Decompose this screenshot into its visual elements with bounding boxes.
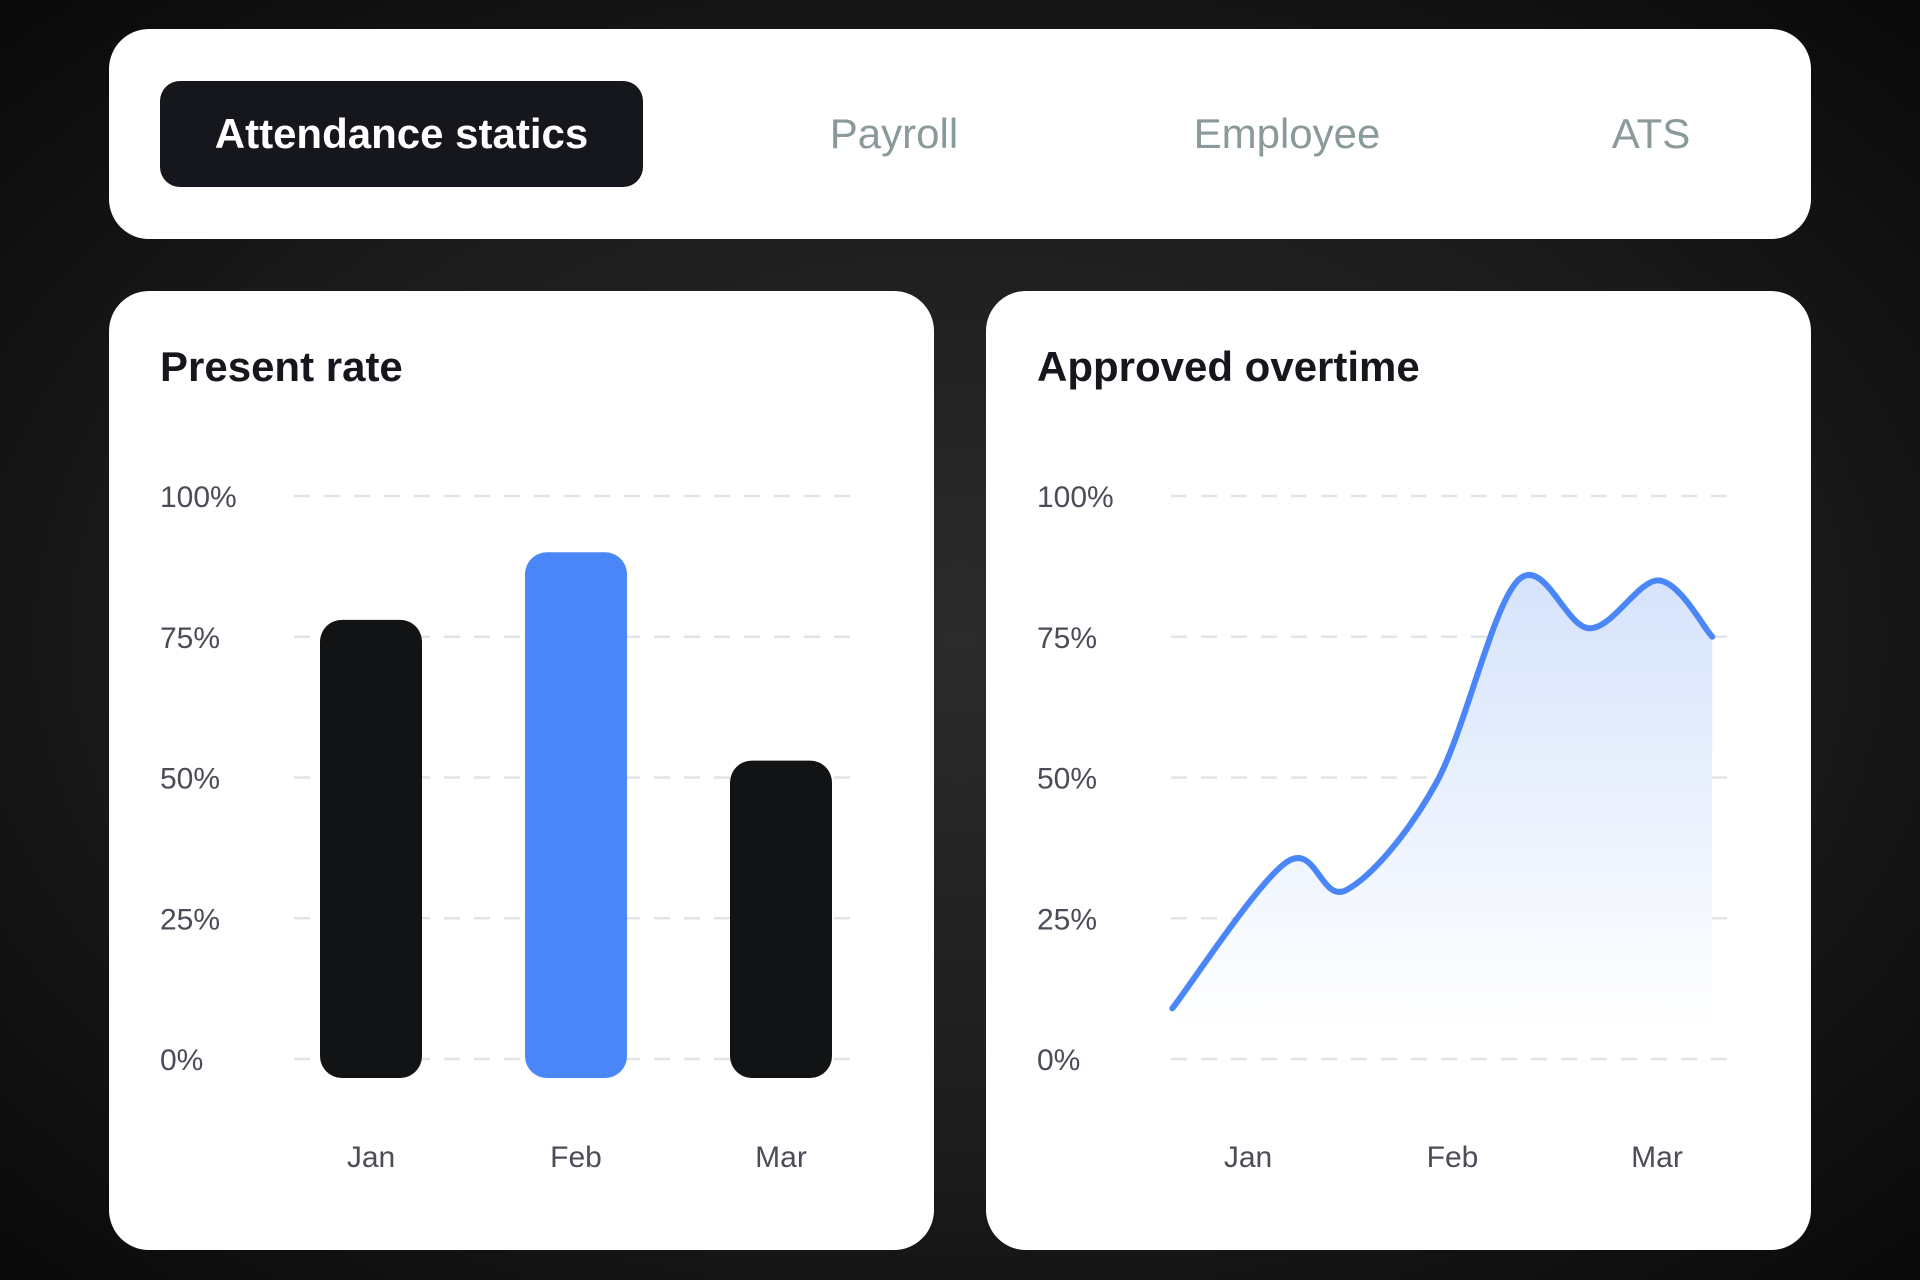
tab-attendance-statics[interactable]: Attendance statics: [160, 81, 643, 187]
x-tick-label: Feb: [1427, 1141, 1479, 1174]
x-tick-label: Jan: [347, 1141, 395, 1174]
present-rate-chart: 0% 25% 50% 75% 100% Jan Feb Mar: [160, 481, 857, 1174]
area-fill: [1172, 574, 1713, 1029]
y-tick-label: 100%: [1037, 481, 1114, 514]
approved-overtime-card: Approved overtime 0% 25% 50% 75% 100% Jan Feb M…: [986, 291, 1811, 1250]
y-tick-label: 50%: [160, 763, 220, 796]
tab-employee[interactable]: Employee: [1193, 110, 1381, 157]
y-tick-label: 50%: [1037, 763, 1097, 796]
x-tick-label: Jan: [1224, 1141, 1272, 1174]
y-tick-label: 25%: [1037, 903, 1097, 936]
bar-jan: [320, 619, 422, 1078]
present-rate-title: Present rate: [160, 343, 403, 390]
approved-overtime-title: Approved overtime: [1037, 343, 1420, 390]
y-tick-label: 100%: [160, 481, 237, 514]
x-tick-label: Feb: [550, 1141, 602, 1174]
tab-payroll[interactable]: Payroll: [829, 110, 959, 157]
y-tick-label: 25%: [160, 903, 220, 936]
tab-ats[interactable]: ATS: [1611, 110, 1691, 157]
tab-bar: Attendance statics Payroll Employee ATS: [109, 29, 1811, 239]
y-tick-label: 75%: [1037, 622, 1097, 655]
x-tick-label: Mar: [755, 1141, 807, 1174]
approved-overtime-chart: 0% 25% 50% 75% 100% Jan Feb Mar: [1037, 481, 1734, 1174]
bar-mar: [730, 760, 832, 1078]
bar-feb: [525, 552, 627, 1078]
y-tick-label: 0%: [1037, 1044, 1080, 1077]
x-tick-label: Mar: [1631, 1141, 1683, 1174]
present-rate-card: Present rate 0% 25% 50% 75% 100% Jan Feb Mar: [109, 291, 934, 1250]
overtime-line: [1169, 572, 1716, 1012]
y-tick-label: 75%: [160, 622, 220, 655]
y-tick-label: 0%: [160, 1044, 203, 1077]
